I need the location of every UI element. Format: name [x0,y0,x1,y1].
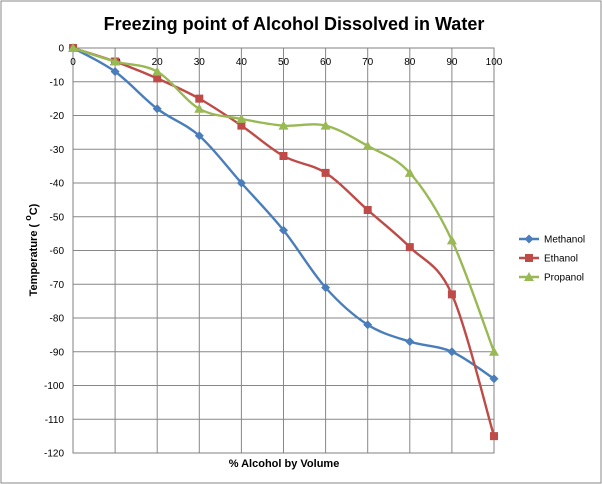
series-propanol [68,43,499,356]
ethanol-point [279,152,288,160]
x-tick-label: 100 [486,57,503,68]
propanol-point [320,120,331,130]
y-tick-label: -110 [45,415,65,426]
x-tick-label: 20 [152,57,164,68]
x-tick-label: 70 [362,57,374,68]
x-tick-label: 0 [70,57,76,68]
methanol-point [279,225,288,235]
propanol-line [72,46,496,353]
legend-swatch-marker [524,234,534,244]
legend: Methanol Ethanol Propanol [519,234,585,284]
propanol-point [278,120,289,130]
y-tick-label: 0 [58,44,64,55]
legend-item-methanol: Methanol [519,234,585,246]
ethanol-point [195,94,204,103]
ethanol-line [72,46,496,437]
methanol-point [236,178,246,188]
chart-title: Freezing point of Alcohol Dissolved in W… [104,14,485,34]
ethanol-point [237,121,246,130]
y-tick-label: -80 [50,314,65,325]
y-tick-label: -40 [50,179,65,190]
propanol-point [236,113,247,123]
propanol-point [68,43,78,52]
series-layer [68,43,499,441]
legend-swatch-marker [524,272,534,281]
y-axis-title-close-paren: ) [28,203,40,207]
methanol-point [363,320,373,330]
ethanol-point [153,74,162,83]
x-tick-label: 30 [194,57,206,68]
legend-label: Propanol [544,273,584,284]
y-tick-label: -50 [50,212,65,223]
x-tick-label: 60 [320,57,332,68]
propanol-point [362,140,373,150]
x-tick-label: 40 [236,57,248,68]
y-axis-title-degree: o [23,215,33,221]
y-axis-title-text: Temperature [28,231,40,297]
ethanol-point [363,206,372,214]
y-axis-ticks: 0 -10 -20 -30 -40 -50 -60 -70 -80 -90 -100 -110 -120 [44,44,64,460]
ethanol-point [490,432,498,441]
propanol-point [489,346,499,356]
y-tick-label: -30 [50,145,65,156]
x-tick-label: 90 [446,57,458,68]
methanol-point [405,337,415,347]
y-tick-label: -90 [50,347,65,358]
y-tick-label: -60 [50,246,65,257]
series-ethanol [69,44,498,441]
ethanol-point [447,290,456,299]
legend-item-propanol: Propanol [519,272,584,284]
methanol-point [321,283,331,293]
ethanol-point [321,168,330,177]
propanol-point [446,235,457,245]
y-tick-label: -10 [50,77,65,88]
methanol-point [152,104,162,114]
y-axis-title: Temperature ( oC) [23,203,40,296]
methanol-point [447,347,457,357]
propanol-point [194,103,205,113]
plot-area [72,47,495,454]
legend-label: Methanol [544,235,585,246]
propanol-point [110,56,121,66]
y-axis-title-open-paren: ( [28,221,40,231]
y-axis-title-unit: C [28,207,40,215]
methanol-point [489,374,499,384]
x-axis-title: % Alcohol by Volume [229,458,340,470]
x-tick-label: 50 [278,57,290,68]
propanol-point [152,66,163,76]
propanol-point [404,167,415,177]
ethanol-point [405,243,414,252]
y-tick-label: -70 [50,280,65,291]
y-tick-label: -20 [50,111,65,122]
methanol-point [110,67,120,77]
y-tick-label: -120 [44,449,64,460]
legend-item-ethanol: Ethanol [519,254,578,265]
x-tick-label: 80 [404,57,416,68]
y-tick-label: -100 [44,381,64,392]
legend-swatch-marker [525,254,533,262]
legend-label: Ethanol [544,254,578,265]
methanol-point [194,131,204,141]
